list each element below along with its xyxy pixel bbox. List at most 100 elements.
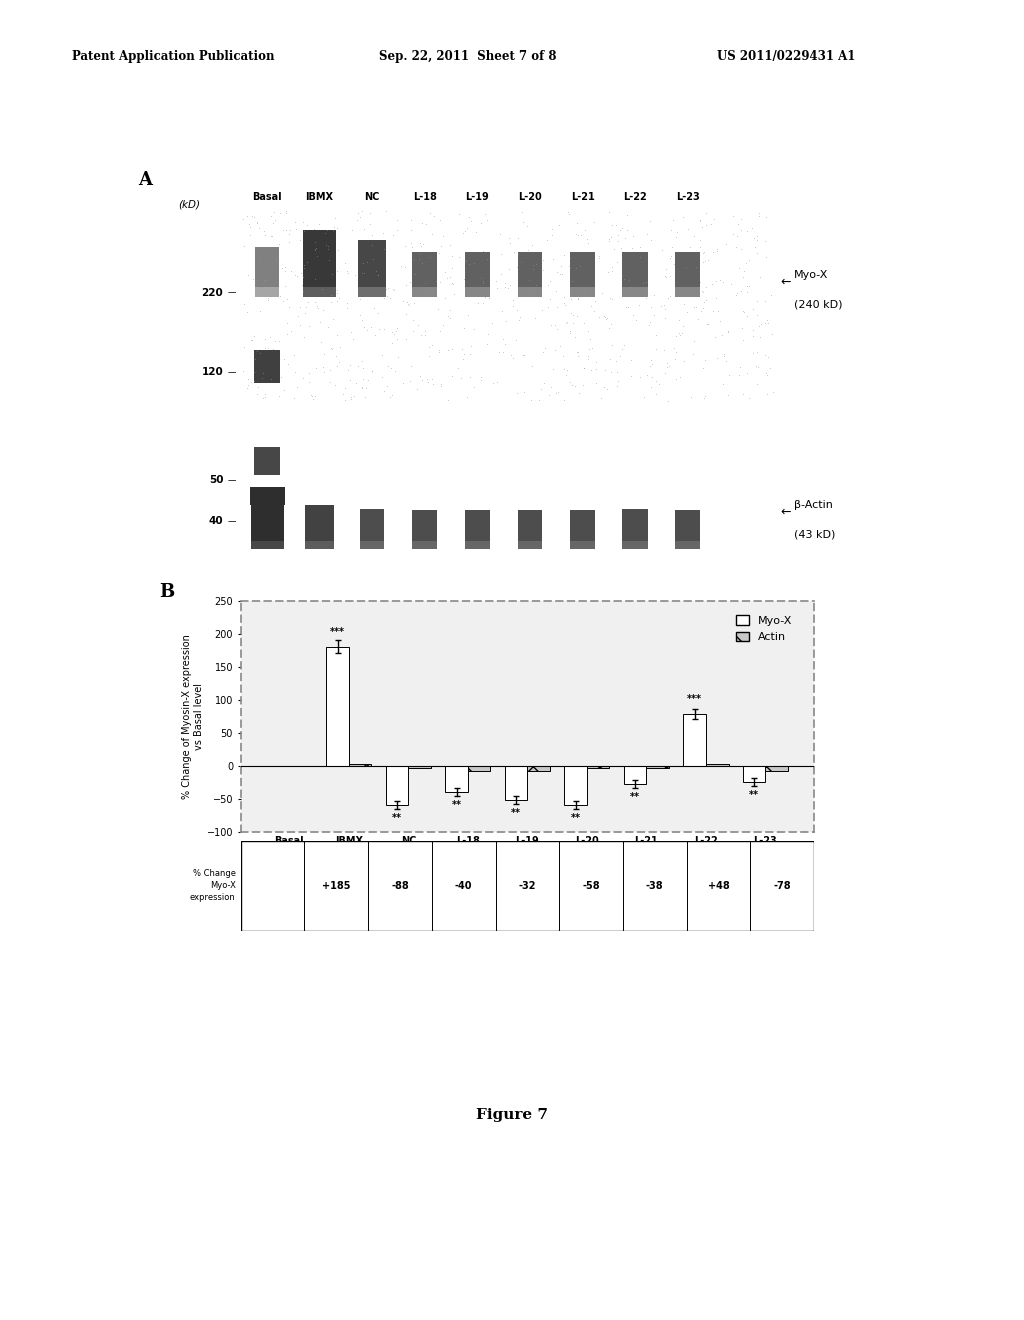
Text: ←: ←: [780, 506, 791, 519]
Bar: [357, 240, 386, 288]
Bar: [624, 766, 646, 784]
Text: Patent Application Publication: Patent Application Publication: [72, 50, 274, 63]
Bar: [623, 286, 648, 297]
Bar: [413, 252, 437, 288]
Text: +48: +48: [708, 880, 729, 891]
Bar: [254, 350, 281, 383]
Bar: [303, 230, 336, 288]
Bar: [413, 286, 437, 297]
Text: (kD): (kD): [178, 199, 201, 210]
Bar: [623, 510, 648, 543]
Y-axis label: % Change of Myosin-X expression
vs Basal level: % Change of Myosin-X expression vs Basal…: [182, 634, 204, 799]
Bar: [251, 541, 284, 549]
Text: B: B: [159, 582, 174, 601]
Text: L-18: L-18: [413, 191, 436, 202]
Bar: [676, 252, 700, 288]
Text: -58: -58: [583, 880, 600, 891]
Bar: [465, 510, 489, 543]
Text: —: —: [227, 477, 236, 484]
Text: **: **: [511, 808, 521, 818]
Bar: [570, 510, 595, 543]
Text: -38: -38: [646, 880, 664, 891]
Bar: [409, 766, 431, 768]
Text: IBMX: IBMX: [305, 191, 334, 202]
Text: 50: 50: [209, 475, 223, 486]
Text: US 2011/0229431 A1: US 2011/0229431 A1: [717, 50, 855, 63]
Bar: [676, 541, 700, 549]
Bar: [255, 286, 280, 297]
Bar: [386, 766, 409, 805]
Bar: [570, 252, 595, 288]
Bar: [587, 766, 609, 768]
Bar: [570, 541, 595, 549]
Bar: [517, 252, 543, 288]
Text: **: **: [452, 800, 462, 810]
Bar: [570, 286, 595, 297]
Bar: [683, 714, 706, 766]
Bar: [517, 286, 543, 297]
Bar: [676, 510, 700, 543]
Bar: [765, 766, 788, 771]
Text: **: **: [630, 792, 640, 803]
Bar: [254, 447, 281, 475]
Bar: [564, 766, 587, 805]
Text: (43 kD): (43 kD): [794, 529, 835, 540]
Bar: [468, 766, 490, 771]
Text: Myo-X: Myo-X: [794, 269, 828, 280]
Legend: Myo-X, Actin: Myo-X, Actin: [731, 611, 797, 647]
Text: -78: -78: [773, 880, 791, 891]
Bar: [517, 510, 543, 543]
Bar: [505, 766, 527, 800]
Bar: [303, 286, 336, 297]
Bar: [465, 541, 489, 549]
Bar: [250, 487, 285, 506]
Text: (240 kD): (240 kD): [794, 300, 842, 310]
Text: -40: -40: [455, 880, 472, 891]
Bar: [251, 494, 284, 543]
Bar: [349, 763, 372, 766]
Text: Figure 7: Figure 7: [476, 1109, 548, 1122]
Text: NC: NC: [365, 191, 380, 202]
Text: ***: ***: [330, 627, 345, 638]
Bar: [357, 286, 386, 297]
Bar: [706, 763, 728, 766]
Bar: [413, 541, 437, 549]
Text: —: —: [227, 289, 236, 297]
Text: **: **: [392, 813, 402, 824]
Bar: [359, 541, 384, 549]
Text: +185: +185: [322, 880, 350, 891]
Text: Basal: Basal: [253, 191, 282, 202]
Text: 220: 220: [202, 288, 223, 298]
Text: **: **: [570, 813, 581, 824]
Text: L-19: L-19: [466, 191, 489, 202]
Text: % Change
Myo-X
expression: % Change Myo-X expression: [189, 870, 236, 902]
Text: L-22: L-22: [624, 191, 647, 202]
Text: L-20: L-20: [518, 191, 542, 202]
Text: 120: 120: [202, 367, 223, 378]
Bar: [465, 252, 489, 288]
Bar: [445, 766, 468, 792]
Text: ←: ←: [780, 276, 791, 289]
Bar: [676, 286, 700, 297]
Bar: [623, 252, 648, 288]
Text: —: —: [227, 517, 236, 525]
Bar: [359, 510, 384, 543]
Text: L-23: L-23: [676, 191, 699, 202]
Text: 40: 40: [209, 516, 223, 527]
Text: -88: -88: [391, 880, 409, 891]
Bar: [465, 286, 489, 297]
Text: ***: ***: [687, 694, 702, 705]
Bar: [304, 541, 334, 549]
Bar: [304, 506, 334, 543]
Bar: [327, 647, 349, 766]
Text: **: **: [750, 789, 759, 800]
Bar: [742, 766, 765, 781]
Text: A: A: [138, 170, 153, 189]
Text: β-Actin: β-Actin: [794, 499, 833, 510]
Text: L-21: L-21: [570, 191, 595, 202]
Text: —: —: [227, 368, 236, 376]
Text: -32: -32: [518, 880, 537, 891]
Bar: [413, 510, 437, 543]
Bar: [646, 766, 669, 768]
Bar: [527, 766, 550, 771]
